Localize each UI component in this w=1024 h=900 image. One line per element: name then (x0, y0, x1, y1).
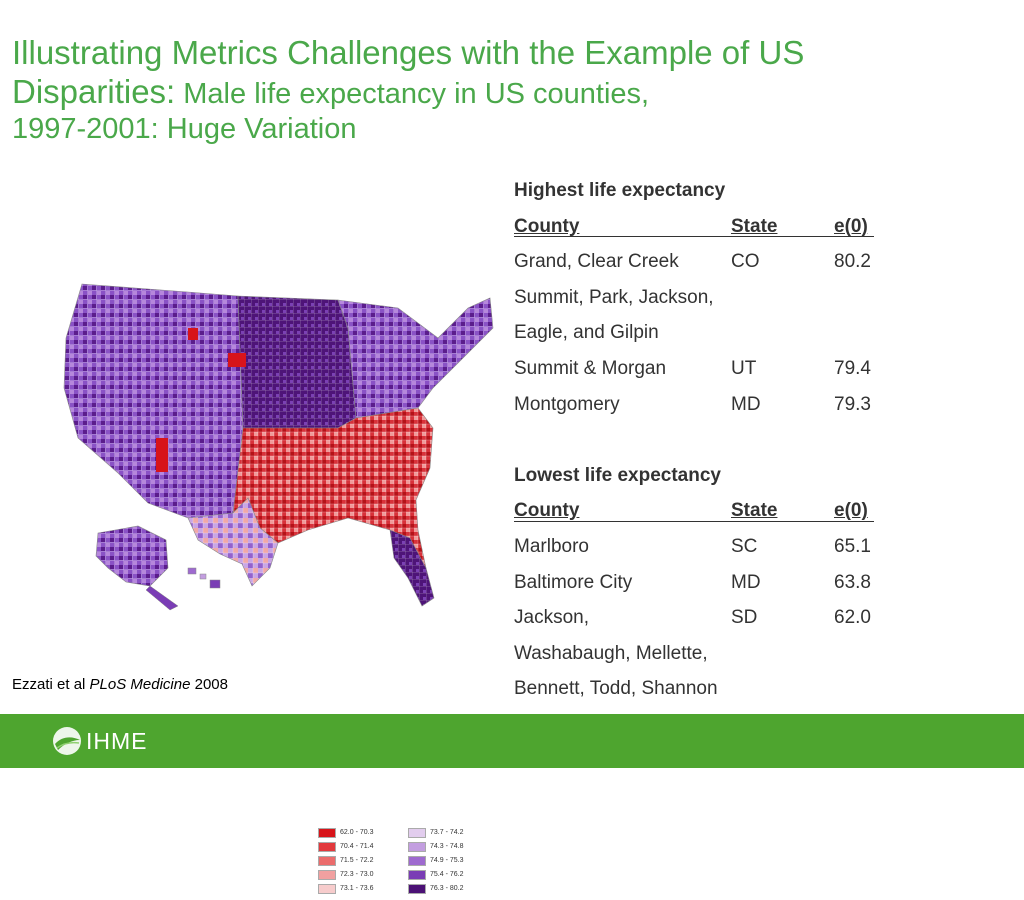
cell-e0: 79.3 (834, 393, 871, 415)
table-row: Washabaugh, Mellette, (514, 636, 914, 672)
ihme-logo-text: IHME (86, 728, 148, 754)
cell-state: SD (731, 607, 758, 629)
map-region-texas (187, 497, 279, 587)
map-region-plains (237, 295, 357, 429)
legend-label: 73.1 - 73.6 (340, 885, 374, 892)
cell-county: Marlboro (514, 535, 589, 557)
cell-county: Baltimore City (514, 571, 633, 593)
col-e0: e(0) (834, 500, 868, 522)
map-region-florida (389, 529, 435, 607)
us-county-map: 62.0 - 70.3 70.4 - 71.4 71.5 - 72.2 72.3 - … (38, 268, 498, 900)
cell-county: Bennett, Todd, Shannon (514, 678, 718, 700)
cell-county: Summit, Park, Jackson, (514, 286, 714, 308)
table-row: Grand, Clear Creek CO 80.2 (514, 244, 914, 280)
legend-swatch (408, 828, 426, 838)
legend-swatch (318, 856, 336, 866)
footer-bar: IHME (0, 714, 1024, 768)
legend-swatch (408, 856, 426, 866)
legend-label: 62.0 - 70.3 (340, 829, 374, 836)
table-row: Bennett, Todd, Shannon (514, 671, 914, 707)
cell-e0: 65.1 (834, 535, 871, 557)
map-region-alaska (95, 525, 169, 587)
table-row: Montgomery MD 79.3 (514, 387, 914, 423)
legend-swatch (318, 870, 336, 880)
cell-county: Jackson, (514, 607, 589, 629)
col-e0: e(0) (834, 215, 868, 237)
legend-label: 74.9 - 75.3 (430, 857, 464, 864)
lowest-heading: Lowest life expectancy (514, 464, 721, 486)
col-state: State (731, 215, 778, 237)
legend-swatch (408, 884, 426, 894)
table-row: Baltimore City MD 63.8 (514, 565, 914, 601)
cell-e0: 80.2 (834, 251, 871, 273)
col-county: County (514, 215, 580, 237)
col-county: County (514, 500, 580, 522)
cell-e0: 63.8 (834, 571, 871, 593)
table-row: Jackson, SD 62.0 (514, 600, 914, 636)
cell-state: SC (731, 535, 758, 557)
slide-title: Illustrating Metrics Challenges with the… (12, 34, 1012, 146)
table-row: Marlboro SC 65.1 (514, 529, 914, 565)
cell-county: Summit & Morgan (514, 357, 667, 379)
legend-label: 73.7 - 74.2 (430, 829, 464, 836)
legend-swatch (408, 842, 426, 852)
cell-state: CO (731, 251, 760, 273)
cell-e0: 79.4 (834, 357, 871, 379)
lowest-column-headers: County State e(0) (514, 493, 914, 529)
title-line-3: 1997-2001: Huge Variation (12, 112, 357, 145)
life-expectancy-table: Highest life expectancy County State e(0… (514, 173, 914, 707)
cell-county: Eagle, and Gilpin (514, 322, 659, 344)
citation: Ezzati et al PLoS Medicine 2008 (12, 676, 228, 693)
cell-e0: 62.0 (834, 607, 871, 629)
legend-label: 74.3 - 74.8 (430, 843, 464, 850)
title-line-2-lead: Disparities: (12, 72, 176, 110)
legend-swatch (318, 842, 336, 852)
table-spacer (514, 422, 914, 458)
cell-state: UT (731, 357, 757, 379)
ihme-leaf-icon (53, 727, 81, 755)
highest-heading: Highest life expectancy (514, 180, 726, 201)
map-legend: 62.0 - 70.3 70.4 - 71.4 71.5 - 72.2 72.3 - … (312, 824, 463, 900)
map-region-northeast (337, 297, 494, 419)
legend-label: 72.3 - 73.0 (340, 871, 374, 878)
table-row: Summit, Park, Jackson, (514, 280, 914, 316)
legend-label: 71.5 - 72.2 (340, 857, 374, 864)
table-row: Summit & Morgan UT 79.4 (514, 351, 914, 387)
cell-state: MD (731, 571, 761, 593)
citation-journal: PLoS Medicine (89, 676, 191, 693)
legend-swatch (408, 870, 426, 880)
cell-county: Grand, Clear Creek (514, 251, 679, 273)
legend-label: 70.4 - 71.4 (340, 843, 374, 850)
highest-column-headers: County State e(0) (514, 209, 914, 245)
legend-label: 75.4 - 76.2 (430, 871, 464, 878)
us-map-graphic (63, 283, 494, 611)
map-region-west (63, 283, 244, 519)
table-row: Eagle, and Gilpin (514, 315, 914, 351)
cell-county: Montgomery (514, 393, 620, 415)
col-state: State (731, 500, 778, 522)
cell-county: Washabaugh, Mellette, (514, 642, 708, 664)
legend-label: 76.3 - 80.2 (430, 885, 464, 892)
legend-swatch (318, 884, 336, 894)
legend-swatch (318, 828, 336, 838)
title-line-2-rest: Male life expectancy in US counties, (175, 77, 650, 110)
cell-state: MD (731, 393, 761, 415)
title-line-1: Illustrating Metrics Challenges with the… (12, 34, 805, 71)
